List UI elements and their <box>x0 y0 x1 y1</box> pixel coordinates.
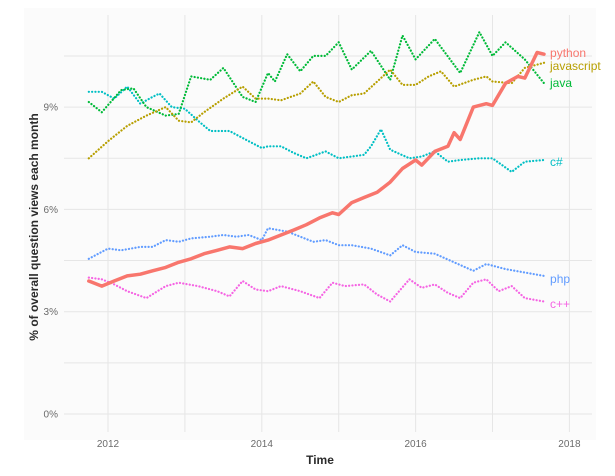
y-axis-tick-labels: 0% 3% 6% 9% <box>44 103 59 421</box>
x-tick-label: 2018 <box>558 439 581 450</box>
x-tick-label: 2012 <box>97 439 120 450</box>
x-axis-title: Time <box>306 453 334 467</box>
series-label-cpp: c++ <box>550 297 570 311</box>
y-tick-label: 6% <box>44 205 59 216</box>
series-line-csharp <box>87 85 546 173</box>
series-label-php: php <box>550 272 570 286</box>
y-tick-label: 3% <box>44 307 59 318</box>
series-line-php <box>87 227 546 277</box>
series-label-csharp: c# <box>550 155 563 169</box>
gridlines <box>64 15 592 432</box>
series-label-python: python <box>550 46 586 60</box>
y-tick-label: 0% <box>44 410 59 421</box>
series-lines <box>87 31 546 303</box>
series-label-java: java <box>549 76 572 90</box>
y-tick-label: 9% <box>44 103 59 114</box>
series-line-cpp <box>87 276 546 303</box>
x-tick-label: 2014 <box>251 439 274 450</box>
series-label-javascript: javascript <box>549 59 601 73</box>
y-axis-title: % of overall question views each month <box>27 113 41 340</box>
x-tick-label: 2016 <box>404 439 427 450</box>
series-line-java <box>87 31 546 117</box>
x-axis-tick-labels: 2012 2014 2016 2018 <box>97 439 581 450</box>
series-line-python <box>87 50 546 288</box>
